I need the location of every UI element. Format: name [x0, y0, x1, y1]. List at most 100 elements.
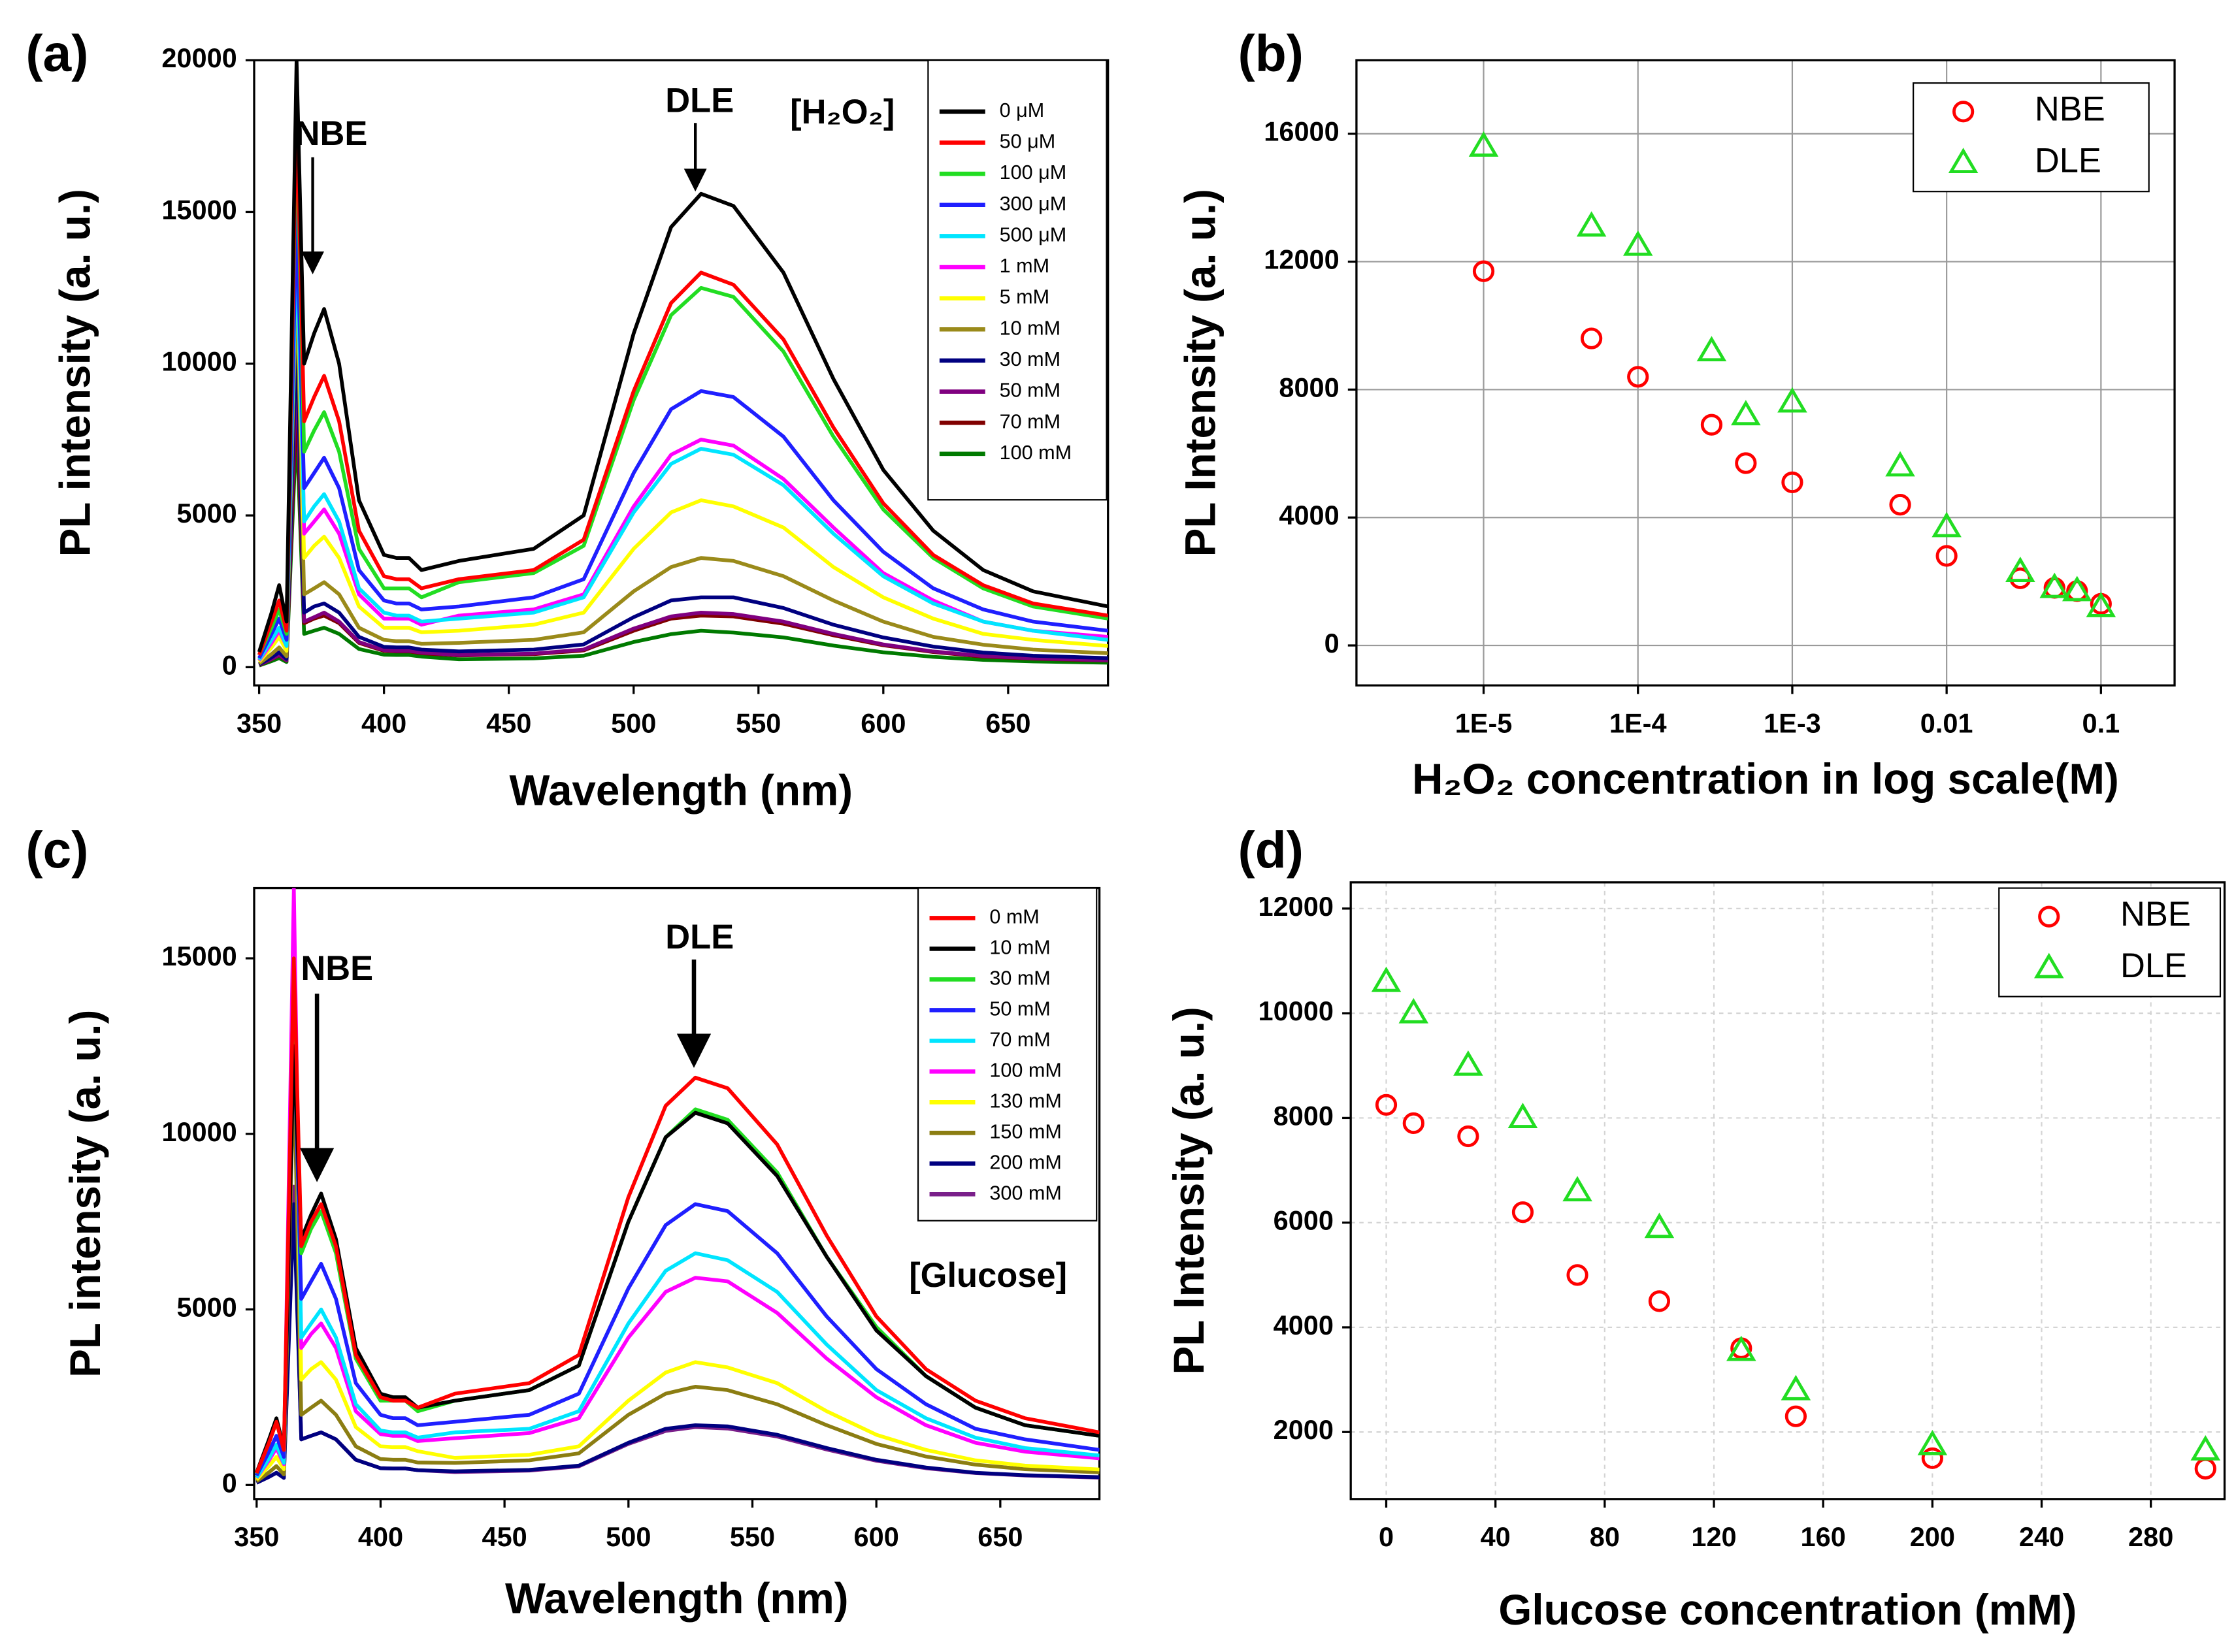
- legend-box: [1913, 82, 2150, 193]
- legend-label: 100 mM: [1000, 442, 1072, 464]
- legend-label: 150 mM: [989, 1120, 1061, 1142]
- data-point: [1375, 1093, 1398, 1116]
- y-axis-label: PL Intensity (a. u.): [1165, 1007, 1213, 1374]
- y-axis-label: PL Intensity (a. u.): [1176, 189, 1224, 557]
- data-point: [1562, 1176, 1592, 1202]
- data-point: [2005, 557, 2035, 582]
- x-tick-label: 500: [606, 1521, 651, 1552]
- legend-label: NBE: [2035, 91, 2105, 129]
- data-point: [1726, 1335, 1756, 1361]
- x-tick-label: 400: [361, 707, 406, 738]
- legend-label: 0 mM: [989, 906, 1039, 928]
- x-tick-label: 1E-4: [1609, 707, 1667, 738]
- y-axis-label: PL intensity (a. u.): [51, 189, 99, 557]
- legend-label: 5 mM: [1000, 286, 1049, 308]
- y-tick-label: 8000: [1274, 1100, 1334, 1131]
- x-tick-label: 120: [1691, 1521, 1736, 1552]
- annotation: NBE: [295, 115, 368, 153]
- x-tick-label: 350: [237, 707, 282, 738]
- panel-label: (b): [1238, 25, 1304, 82]
- y-axis-label: PL intensity (a. u.): [61, 1010, 109, 1378]
- legend-label: NBE: [2120, 896, 2191, 933]
- data-point: [2086, 591, 2116, 617]
- legend-label: 100 μM: [1000, 161, 1067, 184]
- y-tick-label: 15000: [161, 194, 237, 225]
- data-point: [1777, 387, 1807, 413]
- annotation: DLE: [665, 82, 734, 120]
- legend-swatch: [1948, 148, 1979, 173]
- y-tick-label: 10000: [161, 346, 237, 377]
- y-tick-label: 2000: [1274, 1414, 1334, 1445]
- legend-label: 30 mM: [1000, 348, 1060, 370]
- x-tick-label: 350: [234, 1521, 279, 1552]
- data-point: [1472, 260, 1495, 282]
- x-axis-label: H₂O₂ concentration in log scale(M): [1412, 755, 2119, 803]
- legend-label: 1 mM: [1000, 255, 1049, 277]
- panel: (c) 0 5000 10000 15000 350 400 450 500 550 600 650 W…: [25, 821, 1101, 1622]
- x-tick-label: 0.01: [1920, 707, 1973, 738]
- legend-swatch: [2033, 952, 2064, 979]
- legend-label: 300 mM: [989, 1182, 1061, 1204]
- legend-label: 500 μM: [1000, 223, 1067, 246]
- data-point: [1696, 336, 1727, 362]
- legend-label: 200 mM: [989, 1151, 1061, 1173]
- y-tick-label: 15000: [161, 941, 237, 971]
- data-point: [1468, 131, 1499, 157]
- data-point: [1453, 1050, 1483, 1076]
- data-point: [1781, 471, 1803, 493]
- y-tick-label: 5000: [176, 498, 237, 528]
- data-point: [1507, 1103, 1538, 1128]
- x-axis-label: Wavelength (nm): [505, 1574, 849, 1622]
- x-tick-label: 160: [1801, 1521, 1846, 1552]
- data-point: [1622, 230, 1653, 256]
- y-tick-label: 4000: [1279, 500, 1339, 530]
- x-tick-label: 550: [736, 707, 781, 738]
- data-point: [1700, 413, 1723, 436]
- spectrum-line: [255, 956, 1100, 1474]
- y-tick-label: 5000: [176, 1292, 237, 1323]
- annotation: [H₂O₂]: [790, 93, 895, 131]
- legend-label: 50 mM: [1000, 380, 1060, 402]
- panel: (b) 0 4000 8000 12000 16000 1E-5 1E-4 1E-3 0.01 0.…: [1176, 25, 2176, 803]
- legend-label: 0 μM: [1000, 99, 1045, 121]
- y-tick-label: 10000: [161, 1116, 237, 1147]
- legend-label: 70 mM: [1000, 410, 1060, 432]
- legend-label: 100 mM: [989, 1059, 1061, 1081]
- y-tick-label: 4000: [1274, 1310, 1334, 1340]
- y-tick-label: 12000: [1258, 891, 1334, 922]
- x-tick-label: 500: [611, 707, 656, 738]
- y-tick-label: 10000: [1258, 996, 1334, 1026]
- legend-label: DLE: [2035, 142, 2101, 180]
- legend-label: 130 mM: [989, 1090, 1061, 1112]
- data-point: [1644, 1212, 1675, 1239]
- x-tick-label: 450: [482, 1521, 527, 1552]
- plot-frame: [1349, 881, 2226, 1500]
- x-tick-label: 200: [1910, 1521, 1955, 1552]
- x-tick-label: 1E-5: [1455, 707, 1513, 738]
- annotation: DLE: [665, 918, 734, 956]
- legend-swatch: [1952, 101, 1975, 123]
- data-point: [1885, 451, 1915, 477]
- legend-box: [1998, 887, 2222, 997]
- data-point: [2194, 1457, 2216, 1480]
- y-tick-label: 16000: [1264, 116, 1339, 147]
- legend-label: DLE: [2120, 947, 2187, 985]
- data-point: [1648, 1290, 1671, 1312]
- data-point: [1935, 545, 1958, 567]
- panel-label: (d): [1238, 821, 1304, 879]
- data-point: [1921, 1447, 1943, 1469]
- data-point: [1731, 400, 1761, 426]
- data-point: [1576, 211, 1607, 237]
- x-axis-label: Wavelength (nm): [510, 767, 853, 815]
- x-tick-label: 650: [985, 707, 1030, 738]
- data-point: [1581, 327, 1603, 349]
- x-tick-label: 650: [978, 1521, 1023, 1552]
- y-tick-label: 12000: [1264, 244, 1339, 275]
- data-point: [1566, 1264, 1588, 1286]
- plot-area: [255, 888, 1100, 1485]
- annotation: [Glucose]: [909, 1257, 1067, 1295]
- legend-label: 30 mM: [989, 967, 1050, 989]
- data-point: [2062, 575, 2092, 602]
- data-point: [2190, 1434, 2221, 1461]
- data-point: [1784, 1405, 1807, 1427]
